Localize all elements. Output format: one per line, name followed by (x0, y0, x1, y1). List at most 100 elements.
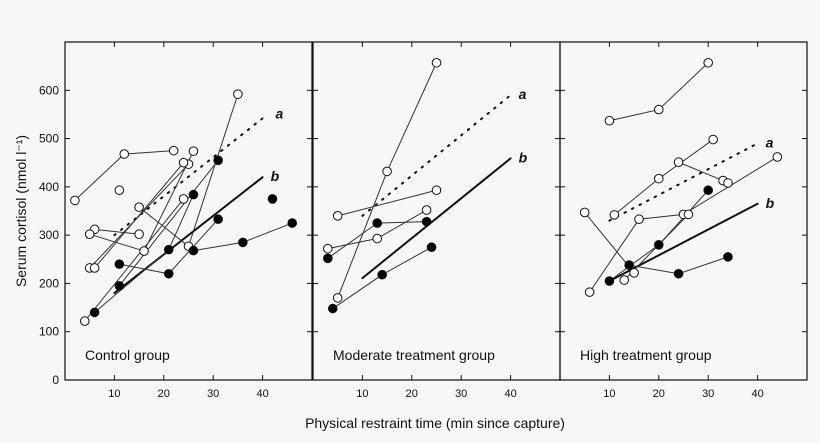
regression-label-b: b (766, 195, 775, 211)
x-tick-label: 40 (751, 388, 763, 400)
panel-frame (559, 41, 808, 381)
series-line (138, 93, 239, 248)
filled-data-point (723, 252, 733, 262)
filled-data-point (213, 214, 223, 225)
filled-data-point (163, 244, 174, 255)
y-tick-label: 100 (39, 325, 59, 339)
regression-label-b: b (519, 149, 528, 165)
regression-label-a: a (519, 86, 527, 102)
y-tick-label: 300 (39, 228, 59, 242)
regression-label-a: a (766, 134, 774, 150)
x-tick-label: 30 (455, 388, 467, 400)
x-tick-label: 10 (356, 388, 368, 400)
filled-data-point (426, 242, 437, 253)
open-data-point (178, 157, 189, 168)
open-data-point (114, 185, 125, 196)
filled-data-point (238, 237, 248, 248)
filled-data-point (188, 189, 199, 200)
x-tick-label: 30 (207, 388, 219, 400)
regression-line-a (113, 113, 269, 237)
open-data-point (654, 104, 664, 115)
series-line (94, 162, 184, 269)
series-line (118, 159, 219, 287)
y-tick-label: 500 (39, 132, 59, 146)
open-data-point (772, 152, 783, 162)
x-tick-label: 40 (256, 388, 268, 400)
open-data-point (84, 229, 95, 239)
panel-frame (64, 41, 313, 381)
filled-data-point (673, 268, 684, 279)
open-data-point (382, 166, 392, 177)
open-data-point (178, 194, 189, 204)
filled-data-point (163, 268, 174, 279)
filled-data-point (421, 216, 432, 227)
open-data-point (332, 293, 343, 303)
open-data-point (683, 209, 694, 220)
open-data-point (431, 185, 442, 196)
filled-data-point (89, 307, 100, 318)
open-data-point (89, 263, 100, 273)
x-tick-label: 10 (108, 388, 120, 400)
series-line (337, 189, 437, 217)
filled-data-point (703, 185, 714, 196)
open-data-point (629, 268, 639, 278)
series-line (614, 139, 714, 216)
panel-1: 10 20 30 40 a b Moderate treatment group (312, 41, 561, 400)
filled-data-point (114, 281, 125, 291)
open-data-point (703, 57, 714, 68)
filled-data-point (327, 303, 338, 314)
x-axis-label: Physical restraint time (min since captu… (305, 415, 565, 431)
series-line (84, 198, 184, 322)
filled-data-point (287, 218, 298, 228)
open-data-point (119, 149, 130, 159)
open-data-point (634, 214, 644, 225)
regression-label-b: b (271, 168, 280, 184)
panel-label: High treatment group (580, 347, 712, 363)
open-data-point (604, 115, 615, 126)
filled-data-point (604, 276, 615, 286)
series-line (678, 161, 724, 182)
y-tick-label: 0 (52, 373, 59, 387)
open-data-point (79, 316, 90, 326)
filled-data-point (323, 253, 333, 264)
filled-data-point (267, 194, 278, 204)
y-axis-label: Serum cortisol (nmol l⁻¹) (13, 135, 29, 287)
open-data-point (323, 243, 333, 254)
open-data-point (188, 146, 199, 156)
x-tick-label: 40 (504, 388, 516, 400)
open-data-point (584, 287, 595, 297)
x-tick-label: 20 (158, 388, 170, 400)
open-data-point (134, 229, 144, 239)
filled-data-point (213, 155, 223, 166)
open-data-point (70, 195, 80, 206)
series-line (609, 189, 709, 282)
open-data-point (168, 145, 179, 156)
open-data-point (372, 233, 383, 244)
open-data-point (673, 157, 684, 168)
open-data-point (619, 275, 630, 285)
regression-line-b (361, 157, 512, 280)
open-data-point (579, 207, 590, 218)
open-data-point (654, 173, 664, 184)
open-data-point (421, 205, 432, 215)
x-tick-label: 20 (406, 388, 418, 400)
open-data-point (723, 178, 733, 188)
y-tick-label: 400 (39, 180, 59, 194)
x-tick-label: 30 (702, 388, 714, 400)
panel-2: 10 20 30 40 a b High treatment group (559, 41, 808, 400)
open-data-point (139, 246, 149, 256)
x-tick-label: 20 (653, 388, 665, 400)
open-data-point (233, 89, 243, 99)
open-data-point (609, 210, 620, 220)
filled-data-point (624, 260, 634, 270)
filled-data-point (654, 240, 664, 250)
open-data-point (134, 202, 144, 212)
filled-data-point (188, 245, 199, 256)
filled-data-point (377, 269, 387, 280)
panel-label: Moderate treatment group (333, 347, 495, 363)
panel-label: Control group (85, 347, 170, 363)
x-tick-label: 10 (603, 388, 615, 400)
regression-line-a (361, 94, 512, 217)
y-tick-label: 600 (39, 83, 59, 97)
